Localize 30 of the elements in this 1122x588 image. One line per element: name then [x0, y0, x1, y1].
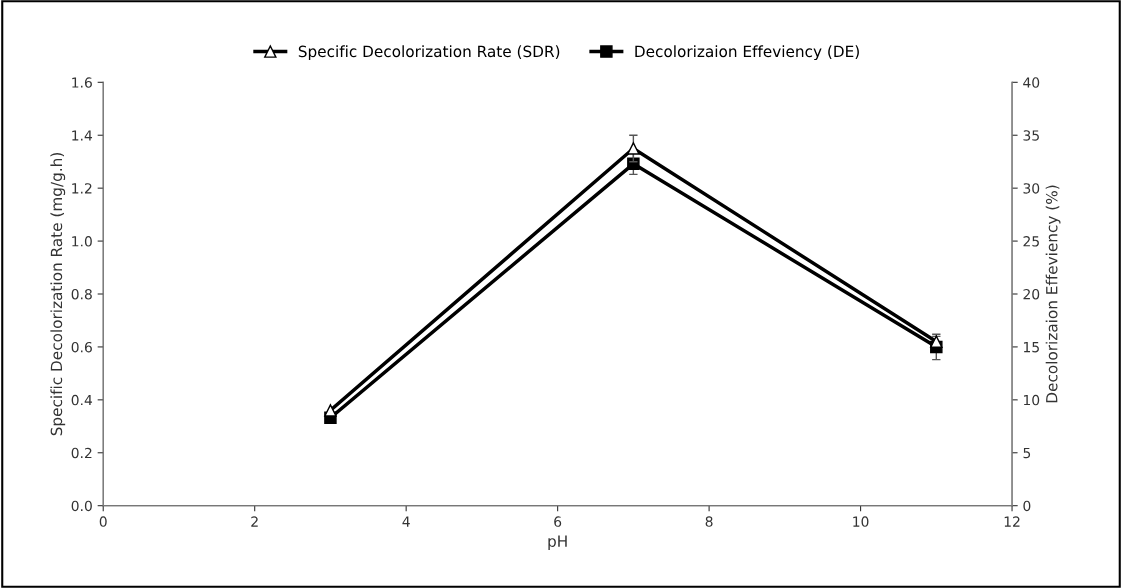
y-tick-label: 0.0 — [71, 500, 92, 512]
y-tick-label: 0.2 — [71, 447, 92, 459]
y-tick-label: 1.6 — [72, 77, 92, 88]
x-tick-label: 2 — [251, 516, 258, 527]
legend-label: Decolorizaion Effeviency (DE) — [635, 45, 859, 61]
y-tick-label: 1.2 — [72, 183, 92, 194]
x-tick-label: 6 — [554, 516, 562, 527]
x-tick-label: 12 — [1004, 516, 1020, 527]
y2-tick-label: 35 — [1023, 130, 1039, 141]
y-tick-label: 1.4 — [72, 130, 93, 141]
y2-axis-title: Decolorizaion Effeviency (%) — [1045, 185, 1061, 403]
y2-tick-label: 15 — [1023, 342, 1039, 353]
y2-tick-label: 20 — [1023, 288, 1040, 300]
y-tick-label: 0.6 — [71, 341, 92, 353]
y-axis-title: Specific Decolorization Rate (mg/g.h) — [50, 153, 66, 436]
y2-tick-label: 10 — [1023, 394, 1040, 406]
x-axis-title: pH — [548, 535, 567, 550]
x-tick-label: 8 — [705, 516, 713, 527]
y-tick-label: 0.4 — [71, 394, 93, 406]
y-tick-label: 1.0 — [72, 236, 92, 247]
y2-tick-label: 25 — [1023, 236, 1039, 247]
y2-tick-label: 40 — [1023, 77, 1040, 88]
x-tick-label: 0 — [99, 516, 107, 527]
y2-tick-label: 5 — [1023, 447, 1031, 459]
y-tick-label: 0.8 — [71, 288, 92, 300]
x-tick-label: 10 — [853, 516, 869, 527]
y2-tick-label: 30 — [1023, 183, 1040, 194]
legend-label: Specific Decolorization Rate (SDR) — [298, 45, 560, 61]
x-tick-label: 4 — [402, 516, 410, 527]
y2-tick-label: 0 — [1023, 500, 1031, 512]
